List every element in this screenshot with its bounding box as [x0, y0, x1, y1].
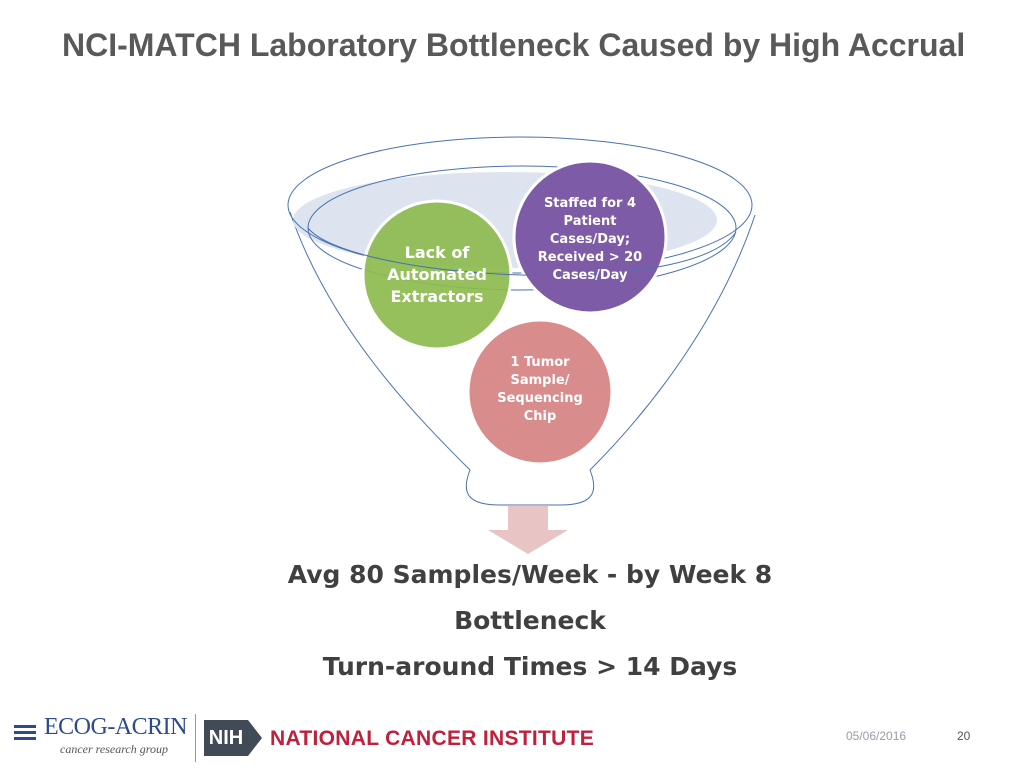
- outcome-line-2: Bottleneck: [454, 606, 606, 635]
- logo-divider: [195, 714, 196, 762]
- ecog-name: ECOG-ACRIN: [44, 714, 188, 740]
- outcome-line-1: Avg 80 Samples/Week - by Week 8: [287, 560, 773, 589]
- rim-overlay: [307, 227, 737, 276]
- lack-label: Lack of Automated Extractors: [387, 243, 487, 306]
- circle-tumor-sample: [466, 318, 614, 466]
- nih-arrow-icon: [248, 720, 262, 756]
- ecog-subtitle: cancer research group: [60, 742, 168, 756]
- staffed-label: Staffed for 4 Patient Cases/Day; Receive…: [537, 196, 643, 283]
- slide-number: 20: [957, 729, 971, 743]
- outcome-line-3: Turn-around Times > 14 Days: [322, 652, 738, 681]
- nci-name: NATIONAL CANCER INSTITUTE: [270, 727, 595, 750]
- down-arrow: [488, 506, 568, 554]
- tumor-label: 1 Tumor Sample/ Sequencing Chip: [497, 355, 583, 424]
- slide-date: 05/06/2016: [846, 729, 907, 743]
- funnel-rim-outer: [287, 136, 753, 274]
- funnel-body: [289, 211, 756, 506]
- slide-title: NCI-MATCH Laboratory Bottleneck Caused b…: [62, 27, 966, 63]
- ecog-acrin-logo: ECOG-ACRIN cancer research group: [14, 714, 194, 760]
- nih-logo: NIH: [204, 720, 248, 756]
